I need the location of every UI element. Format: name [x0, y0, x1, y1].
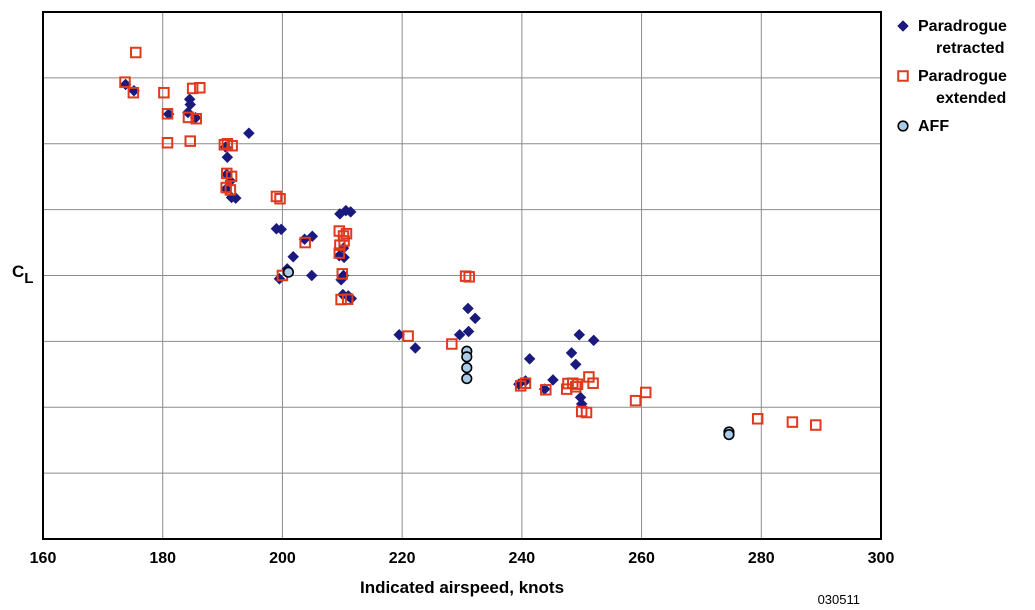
- series-diamond: [119, 78, 600, 410]
- x-tick-label: 180: [149, 550, 176, 567]
- data-point: [336, 268, 349, 280]
- data-point: [786, 416, 799, 428]
- data-point: [273, 272, 286, 285]
- data-point: [226, 139, 238, 152]
- data-point: [190, 112, 202, 125]
- data-point: [462, 302, 474, 315]
- data-point: [282, 266, 295, 278]
- data-point: [569, 381, 582, 393]
- data-point: [224, 184, 237, 196]
- data-point: [127, 86, 140, 99]
- data-point: [640, 386, 652, 399]
- legend-label: Paradrogue: [918, 18, 1007, 35]
- data-point: [305, 269, 318, 282]
- data-point: [461, 372, 473, 385]
- data-point: [587, 377, 599, 389]
- data-point: [402, 330, 414, 342]
- legend-label: Paradrogue: [918, 68, 1007, 85]
- plot-frame: [42, 11, 882, 540]
- legend-marker: [897, 20, 909, 32]
- data-point: [409, 342, 422, 354]
- data-point: [723, 428, 735, 441]
- data-point: [540, 384, 552, 396]
- legend-label: extended: [936, 90, 1006, 107]
- data-point: [274, 193, 286, 205]
- legend-item: AFF: [897, 118, 949, 135]
- data-point: [130, 46, 142, 59]
- data-point: [523, 352, 536, 365]
- data-point: [463, 271, 475, 283]
- data-point: [469, 312, 482, 325]
- legend-item: Paradrogue retracted: [897, 18, 1007, 57]
- data-point: [338, 235, 350, 247]
- data-point: [119, 76, 131, 88]
- data-point: [547, 374, 559, 386]
- data-point: [299, 236, 311, 249]
- x-tick-label: 200: [269, 550, 296, 567]
- y-axis-title-main: C: [12, 262, 24, 281]
- data-point: [158, 86, 170, 99]
- x-tick-label: 300: [868, 550, 895, 567]
- data-point: [344, 206, 357, 218]
- data-point: [461, 351, 473, 363]
- legend-item: Paradrogue extended: [897, 68, 1007, 107]
- data-point: [183, 93, 196, 106]
- data-point: [161, 137, 174, 149]
- y-axis-title-sub: L: [24, 270, 33, 287]
- data-point: [186, 82, 199, 95]
- data-point: [461, 362, 473, 374]
- data-point: [182, 111, 195, 124]
- data-point: [275, 223, 288, 236]
- x-tick-label: 160: [30, 550, 57, 567]
- data-point: [580, 406, 593, 419]
- data-point: [221, 151, 234, 164]
- data-point: [194, 82, 206, 94]
- data-point: [453, 328, 466, 341]
- data-points: [119, 46, 822, 441]
- x-tick-label: 260: [628, 550, 655, 567]
- data-point: [161, 108, 174, 120]
- data-point: [810, 419, 822, 431]
- data-point: [287, 250, 300, 263]
- data-point: [225, 170, 238, 183]
- figure-id: 030511: [818, 592, 860, 607]
- data-point: [335, 293, 347, 306]
- legend-marker: [897, 70, 909, 82]
- x-tick-label: 240: [509, 550, 536, 567]
- data-point: [573, 328, 586, 341]
- data-point: [333, 247, 346, 259]
- data-point: [587, 334, 600, 347]
- data-point: [519, 377, 532, 389]
- series-circle: [282, 266, 735, 441]
- legend: Paradrogue retracted Paradrogue extended AFF: [897, 18, 1007, 135]
- data-point: [446, 338, 458, 350]
- legend-label: retracted: [936, 40, 1004, 57]
- data-point: [629, 394, 642, 407]
- data-point: [340, 227, 353, 240]
- legend-label: AFF: [918, 118, 949, 135]
- data-point: [243, 127, 255, 140]
- grid-lines: [43, 12, 881, 539]
- x-tick-label: 220: [389, 550, 416, 567]
- data-point: [565, 347, 578, 359]
- series-square: [119, 46, 822, 431]
- x-axis-title: Indicated airspeed, knots: [360, 578, 564, 597]
- data-point: [341, 293, 354, 305]
- data-point: [270, 190, 283, 203]
- x-tick-label: 280: [748, 550, 775, 567]
- data-point: [184, 135, 196, 147]
- x-tick-labels: 160 180 200 220 240 260 280 300: [30, 550, 895, 567]
- data-point: [462, 325, 475, 338]
- data-point: [751, 413, 764, 425]
- data-point: [569, 358, 582, 371]
- legend-marker: [897, 120, 909, 132]
- data-point: [571, 378, 584, 390]
- y-axis-title: CL: [12, 262, 33, 287]
